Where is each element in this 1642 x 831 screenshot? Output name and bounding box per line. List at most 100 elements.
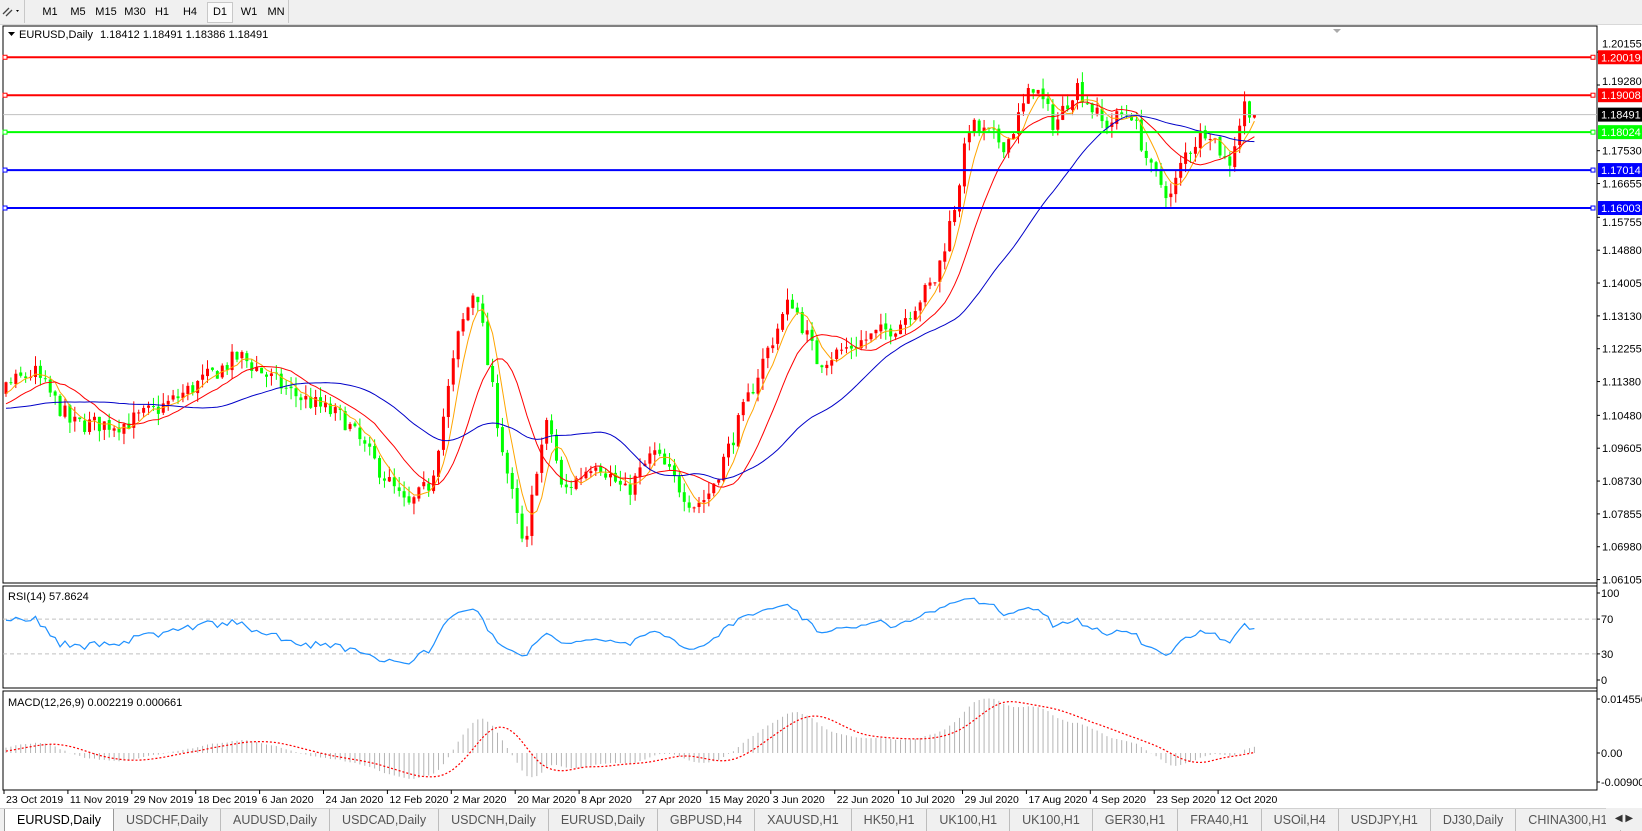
chart-tab[interactable]: EURUSD,Daily [4,809,114,831]
candle [752,384,755,395]
level-anchor-start[interactable] [3,55,7,59]
candle [545,418,548,450]
candle-body [157,407,160,414]
candle [693,507,696,513]
chart-tab[interactable]: USDCAD,Daily [330,809,439,831]
chart-tab[interactable]: USDCNH,Daily [439,809,549,831]
price-tick-label: 1.12255 [1602,344,1642,356]
level-anchor-end[interactable] [1591,168,1595,172]
time-tick-label: 24 Jan 2020 [326,794,384,806]
chart-tab[interactable]: DJ30,Daily [1431,809,1516,831]
chart-shift-marker-icon[interactable] [1333,29,1341,33]
candle [1169,183,1172,206]
level-anchor-start[interactable] [3,130,7,134]
candle-body [565,485,568,488]
rsi-tick-label: 0 [1601,675,1607,687]
level-anchor-start[interactable] [3,206,7,210]
candle [457,331,460,368]
candle [1101,99,1104,128]
horizontal-level-line[interactable]: 1.19008 [3,88,1642,102]
candle-body [806,330,809,334]
candle [314,390,317,415]
tab-scroll-buttons[interactable]: ◀ ▶ [1606,808,1642,830]
candle [570,480,573,495]
candle [378,456,381,485]
candle-body [457,331,460,359]
chart-tab[interactable]: GBPUSD,H4 [658,809,755,831]
candle-body [447,386,450,417]
chart-tab[interactable]: EURUSD,Daily [549,809,658,831]
candle [304,385,307,408]
chart-tab[interactable]: GER30,H1 [1093,809,1178,831]
chart-tab[interactable]: CHINA300,H1 [1516,809,1620,831]
chart-tab[interactable]: AUDUSD,Daily [221,809,330,831]
candle [137,410,140,421]
candle [865,331,868,349]
horizontal-level-line[interactable]: 1.16003 [3,201,1642,215]
candle-body [113,428,116,430]
candle-body [1086,103,1089,104]
candle-body [19,372,22,375]
candle [476,297,479,312]
candle [294,377,297,407]
candle [122,423,125,444]
level-anchor-start[interactable] [3,93,7,97]
level-anchor-end[interactable] [1591,93,1595,97]
candle-body [1017,112,1020,134]
chart-tab[interactable]: XAUUSD,H1 [755,809,852,831]
candle [226,362,229,375]
scroll-left-icon[interactable]: ◀ [1615,813,1623,824]
macd-tick-label: -0.009001 [1601,777,1642,789]
candle [899,320,902,334]
candle [658,443,661,456]
candle-body [693,507,696,508]
candle-body [1081,82,1084,102]
price-tick-label: 1.13130 [1602,311,1642,323]
candle-body [236,352,239,360]
chart-tab[interactable]: USDJPY,H1 [1339,809,1431,831]
candle-body [835,350,838,359]
candle-body [879,325,882,332]
candle-body [9,382,12,383]
candle [363,436,366,451]
candle-body [1135,120,1138,121]
level-anchor-end[interactable] [1591,55,1595,59]
chart-tab[interactable]: FRA40,H1 [1178,809,1261,831]
chart-tab[interactable]: HK50,H1 [852,809,928,831]
horizontal-level-line[interactable]: 1.17014 [3,163,1642,177]
candle [1243,91,1246,134]
candle-body [14,374,17,384]
candle-body [589,471,592,473]
candle [511,467,514,498]
candle-body [442,417,445,450]
chart-tab[interactable]: UK100,H1 [1010,809,1093,831]
candle [688,496,691,513]
chart-menu-triangle-icon[interactable] [8,32,15,36]
candle [1174,170,1177,202]
candle [398,477,401,497]
candle [506,450,509,484]
level-anchor-start[interactable] [3,168,7,172]
candle-body [142,408,145,413]
candle-body [801,312,804,333]
scroll-right-icon[interactable]: ▶ [1625,813,1633,824]
horizontal-level-line[interactable]: 1.18024 [3,125,1642,139]
candle [142,405,145,417]
level-anchor-end[interactable] [1591,130,1595,134]
candle [747,383,750,401]
candle-body [1091,103,1094,112]
candle-body [290,387,293,389]
level-price-label: 1.17014 [1601,165,1641,177]
candle-body [609,474,612,477]
candle-body [850,346,853,349]
chart-tab[interactable]: USDCHF,Daily [114,809,221,831]
candle [59,394,62,417]
horizontal-level-line[interactable]: 1.20019 [3,50,1642,64]
candle-body [491,366,494,382]
chart-tab[interactable]: USOil,H4 [1262,809,1339,831]
chart-tab[interactable]: UK100,H1 [927,809,1010,831]
candle-body [49,380,52,393]
level-anchor-end[interactable] [1591,206,1595,210]
